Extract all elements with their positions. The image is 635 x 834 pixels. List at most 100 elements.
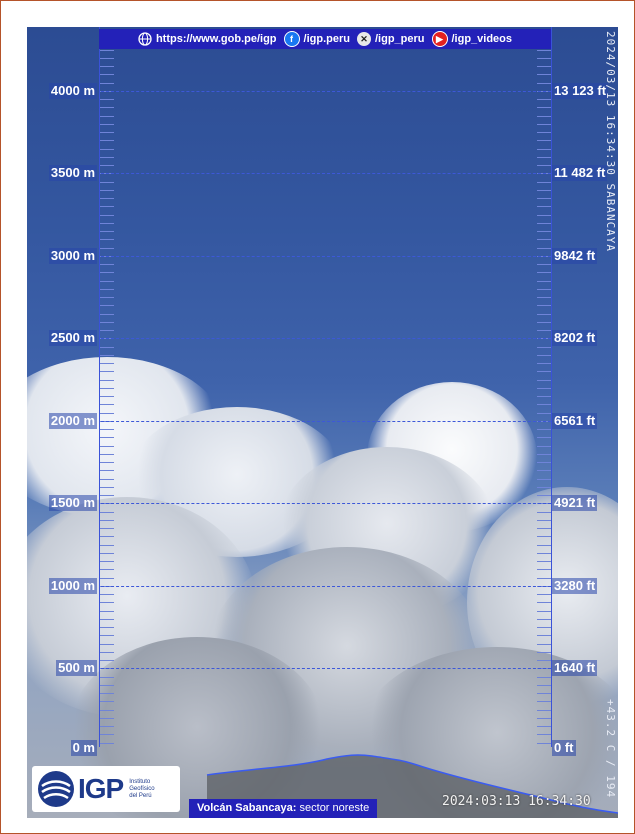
youtube-link[interactable]: ▶ /igp_videos	[431, 31, 513, 47]
igp-logo: IGP Instituto Geofísico del Perú	[32, 766, 180, 812]
scale-tick	[537, 371, 551, 373]
scale-tick	[100, 552, 114, 554]
level-line	[101, 668, 551, 669]
scale-tick	[537, 602, 551, 604]
volcano-caption: Volcán Sabancaya: sector noreste	[189, 799, 378, 818]
scale-tick	[100, 462, 114, 463]
altitude-label-ft: 3280 ft	[552, 578, 598, 594]
facebook-handle: /igp.peru	[303, 33, 350, 45]
level-line	[101, 173, 551, 174]
scale-tick	[100, 305, 114, 307]
scale-tick	[100, 544, 114, 546]
scale-tick	[100, 231, 114, 232]
scale-tick	[100, 206, 114, 208]
x-link[interactable]: ✕ /igp_peru	[356, 32, 425, 46]
scale-tick	[100, 412, 114, 414]
level-line	[101, 421, 551, 422]
scale-tick	[100, 57, 114, 59]
scale-tick	[537, 321, 551, 323]
scale-tick	[537, 536, 551, 538]
scale-tick	[537, 470, 551, 472]
scale-tick	[100, 396, 114, 397]
scale-tick	[537, 140, 551, 142]
scale-tick	[100, 635, 114, 637]
scale-tick	[537, 280, 551, 282]
scale-column-right	[551, 27, 552, 747]
logo-subtitle-line: Instituto	[129, 778, 151, 785]
altitude-label-ft: 9842 ft	[552, 248, 598, 264]
youtube-icon: ▶	[431, 31, 448, 47]
altitude-label-m: 4000 m	[48, 83, 97, 99]
globe-icon	[138, 32, 152, 46]
scale-tick	[100, 561, 114, 562]
scale-tick	[100, 379, 114, 381]
altitude-label-m: 500 m	[56, 660, 97, 676]
logo-acronym: IGP	[78, 773, 124, 804]
igp-emblem-icon	[38, 771, 74, 807]
scale-tick	[537, 552, 551, 554]
scale-tick	[100, 74, 114, 76]
level-line	[101, 256, 551, 257]
scale-column-left	[99, 27, 100, 747]
scale-tick	[100, 321, 114, 323]
scale-tick	[537, 206, 551, 208]
scale-tick	[100, 602, 114, 604]
scale-tick	[100, 280, 114, 282]
scale-tick	[100, 404, 114, 406]
scale-tick	[100, 181, 114, 183]
scale-tick	[537, 297, 551, 298]
webcam-image: 4000 m 3500 m 3000 m 2500 m 2000 m 1500 …	[27, 27, 618, 818]
scale-tick	[537, 231, 551, 232]
scale-tick	[100, 742, 114, 744]
scale-tick	[537, 123, 551, 125]
website-link[interactable]: https://www.gob.pe/igp	[138, 32, 277, 46]
scale-tick	[100, 618, 114, 620]
scale-tick	[537, 247, 551, 249]
level-line	[101, 91, 551, 92]
scale-tick	[537, 354, 551, 356]
scale-tick	[537, 734, 551, 736]
scale-tick	[100, 445, 114, 447]
scale-tick	[100, 165, 114, 166]
scale-tick	[537, 462, 551, 463]
scale-tick	[537, 57, 551, 59]
scale-tick	[537, 684, 551, 686]
scale-tick	[100, 453, 114, 455]
x-icon: ✕	[356, 32, 371, 46]
scale-tick	[100, 363, 114, 364]
altitude-label-ft: 4921 ft	[552, 495, 598, 511]
scale-tick	[100, 264, 114, 265]
scale-tick	[100, 684, 114, 686]
camera-temperature-text: +43.2 C / 194	[604, 699, 617, 799]
scale-tick	[537, 742, 551, 744]
scale-tick	[537, 519, 551, 521]
scale-tick	[100, 610, 114, 612]
scale-tick	[537, 528, 551, 529]
scale-tick	[100, 437, 114, 439]
facebook-link[interactable]: f /igp.peru	[283, 31, 350, 47]
scale-tick	[100, 107, 114, 109]
scale-tick	[100, 701, 114, 703]
scale-tick	[100, 272, 114, 274]
scale-tick	[100, 717, 114, 719]
youtube-handle: /igp_videos	[451, 33, 513, 45]
level-line	[101, 338, 551, 339]
website-url: https://www.gob.pe/igp	[155, 33, 277, 45]
altitude-label-m: 3000 m	[48, 248, 97, 264]
volcano-sector: sector noreste	[299, 802, 370, 814]
altitude-label-ft: 13 123 ft	[552, 83, 609, 99]
level-line	[101, 503, 551, 504]
scale-tick	[537, 198, 551, 199]
scale-tick	[537, 222, 551, 224]
scale-tick	[100, 115, 114, 117]
scale-tick	[537, 561, 551, 562]
scale-tick	[100, 330, 114, 331]
scale-tick	[537, 627, 551, 628]
scale-tick	[100, 82, 114, 84]
scale-tick	[100, 371, 114, 373]
scale-tick	[537, 305, 551, 307]
scale-tick	[537, 429, 551, 430]
scale-tick	[100, 643, 114, 645]
scale-tick	[100, 99, 114, 100]
scale-tick	[537, 717, 551, 719]
